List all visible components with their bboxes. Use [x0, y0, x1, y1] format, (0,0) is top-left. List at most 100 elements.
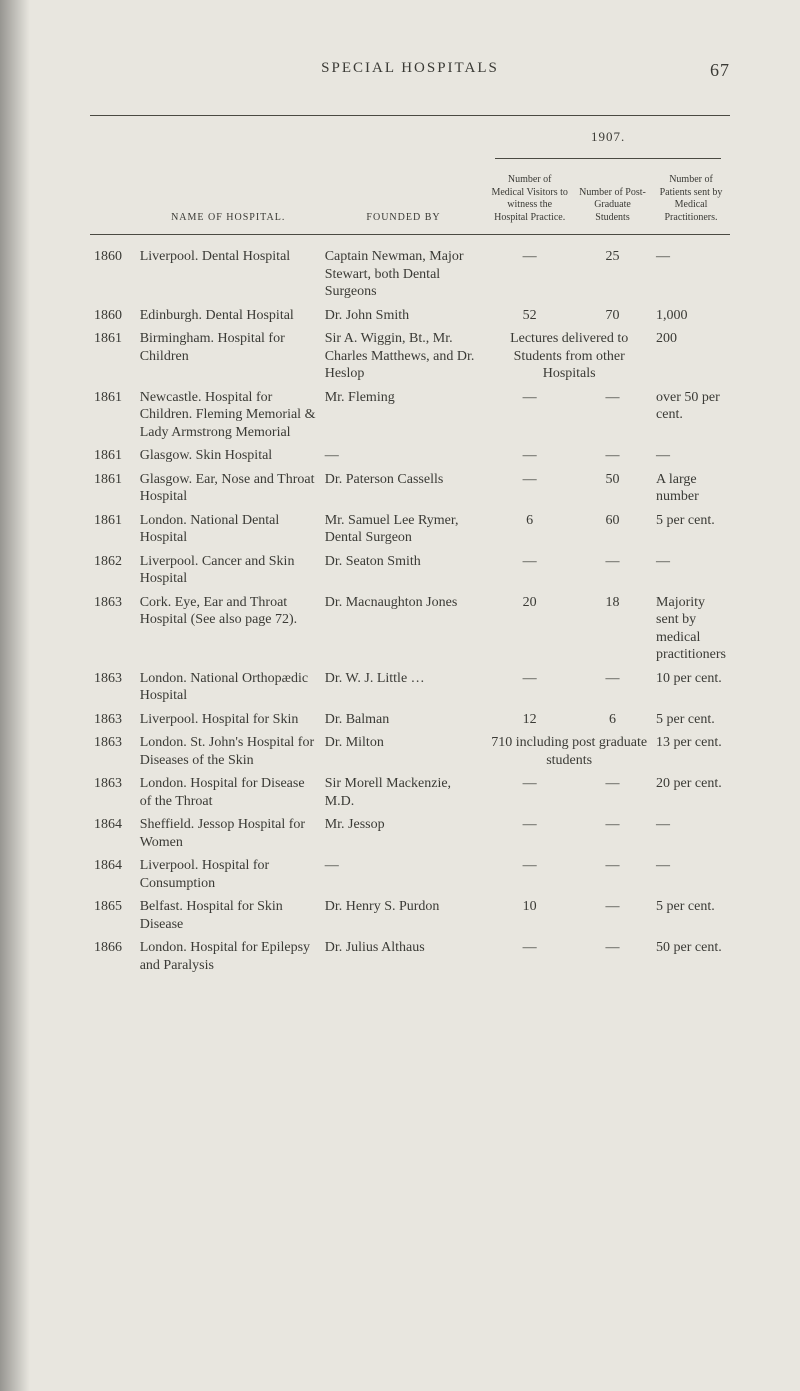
cell-grads: 18 [573, 591, 652, 667]
cell-founded: Sir Morell Mackenzie, M.D. [321, 772, 487, 813]
table-row: 1861Newcastle. Hospital for Children. Fl… [90, 386, 730, 445]
cell-name: Glasgow. Skin Hospital [136, 444, 321, 468]
cell-name: Glasgow. Ear, Nose and Throat Hospital [136, 468, 321, 509]
cell-visitors: — [486, 667, 573, 708]
cell-founded: — [321, 854, 487, 895]
table-row: 1860Liverpool. Dental HospitalCaptain Ne… [90, 245, 730, 304]
header-rule-row [90, 230, 730, 245]
page: SPECIAL HOSPITALS 67 1907. NAME OF HOSPI… [0, 0, 800, 1391]
cell-grads: — [573, 813, 652, 854]
cell-patients: — [652, 813, 730, 854]
cell-patients: Majority sent by medical practitioners [652, 591, 730, 667]
cell-visitors-span: 710 including post graduate students [486, 731, 652, 772]
cell-name: Birmingham. Hospital for Children [136, 327, 321, 386]
table-row: 1866London. Hospital for Epilepsy and Pa… [90, 936, 730, 977]
cell-year: 1864 [90, 854, 136, 895]
cell-visitors: — [486, 468, 573, 509]
cell-founded: Dr. Julius Althaus [321, 936, 487, 977]
table-row: 1864Liverpool. Hospital for Consumption—… [90, 854, 730, 895]
cell-grads: — [573, 936, 652, 977]
cell-grads: — [573, 772, 652, 813]
cell-founded: Dr. Henry S. Purdon [321, 895, 487, 936]
cell-visitors: — [486, 245, 573, 304]
cell-founded: Dr. Paterson Cassells [321, 468, 487, 509]
cell-visitors: 52 [486, 304, 573, 328]
cell-patients: — [652, 854, 730, 895]
cell-grads: 70 [573, 304, 652, 328]
mid-rule [90, 234, 730, 235]
cell-grads: — [573, 854, 652, 895]
cell-patients: over 50 per cent. [652, 386, 730, 445]
col-visitors-head: Number of Medical Visitors to witness th… [486, 171, 573, 230]
cell-patients: 20 per cent. [652, 772, 730, 813]
cell-grads: — [573, 550, 652, 591]
cell-grads: — [573, 444, 652, 468]
table-row: 1864Sheffield. Jessop Hospital for Women… [90, 813, 730, 854]
cell-founded: — [321, 444, 487, 468]
table-row: 1865Belfast. Hospital for Skin DiseaseDr… [90, 895, 730, 936]
cell-name: Cork. Eye, Ear and Throat Hospital (See … [136, 591, 321, 667]
cell-patients: — [652, 245, 730, 304]
header-row-year: 1907. [90, 122, 730, 171]
cell-year: 1863 [90, 772, 136, 813]
col-founded-blank [321, 122, 487, 171]
cell-founded: Dr. Milton [321, 731, 487, 772]
cell-patients: 5 per cent. [652, 509, 730, 550]
table-row: 1861Glasgow. Skin Hospital———— [90, 444, 730, 468]
cell-year: 1863 [90, 667, 136, 708]
cell-visitors: — [486, 444, 573, 468]
col-grads-head: Number of Post-Graduate Students [573, 171, 652, 230]
cell-founded: Dr. John Smith [321, 304, 487, 328]
cell-grads: 6 [573, 708, 652, 732]
col-founded-head: FOUNDED BY [321, 171, 487, 230]
cell-grads: — [573, 386, 652, 445]
gutter-shadow [0, 0, 30, 1391]
cell-founded: Mr. Fleming [321, 386, 487, 445]
cell-grads: 25 [573, 245, 652, 304]
cell-year: 1863 [90, 731, 136, 772]
cell-year: 1861 [90, 386, 136, 445]
cell-name: London. National Dental Hospital [136, 509, 321, 550]
table-row: 1861Glasgow. Ear, Nose and Throat Hospit… [90, 468, 730, 509]
hospital-table: 1907. NAME OF HOSPITAL. FOUNDED BY Numbe… [90, 122, 730, 977]
table-head: 1907. NAME OF HOSPITAL. FOUNDED BY Numbe… [90, 122, 730, 245]
year-header-cell: 1907. [486, 122, 730, 171]
cell-patients: 1,000 [652, 304, 730, 328]
col-year-head [90, 171, 136, 230]
cell-year: 1865 [90, 895, 136, 936]
cell-patients: 13 per cent. [652, 731, 730, 772]
year-header: 1907. [490, 129, 726, 145]
cell-visitors: — [486, 386, 573, 445]
cell-patients: — [652, 444, 730, 468]
cell-grads: — [573, 667, 652, 708]
brace [490, 151, 726, 165]
col-name-blank [136, 122, 321, 171]
table-row: 1863London. St. John's Hospital for Dise… [90, 731, 730, 772]
cell-name: London. Hospital for Epilepsy and Paraly… [136, 936, 321, 977]
table-row: 1860Edinburgh. Dental HospitalDr. John S… [90, 304, 730, 328]
table-row: 1861London. National Dental HospitalMr. … [90, 509, 730, 550]
cell-patients: A large number [652, 468, 730, 509]
cell-founded: Dr. Seaton Smith [321, 550, 487, 591]
cell-founded: Dr. Macnaughton Jones [321, 591, 487, 667]
cell-year: 1861 [90, 509, 136, 550]
running-head: SPECIAL HOSPITALS 67 [90, 60, 730, 77]
cell-founded: Mr. Samuel Lee Rymer, Dental Surgeon [321, 509, 487, 550]
cell-founded: Sir A. Wiggin, Bt., Mr. Charles Matthews… [321, 327, 487, 386]
cell-patients: 10 per cent. [652, 667, 730, 708]
cell-visitors: — [486, 550, 573, 591]
cell-founded: Captain Newman, Major Stewart, both Dent… [321, 245, 487, 304]
cell-visitors-span: Lectures delivered to Students from othe… [486, 327, 652, 386]
cell-patients: 5 per cent. [652, 895, 730, 936]
cell-year: 1861 [90, 468, 136, 509]
cell-year: 1864 [90, 813, 136, 854]
col-patients-head: Number of Patients sent by Medical Pract… [652, 171, 730, 230]
cell-name: Liverpool. Dental Hospital [136, 245, 321, 304]
cell-grads: 50 [573, 468, 652, 509]
table-row: 1861Birmingham. Hospital for ChildrenSir… [90, 327, 730, 386]
header-row-labels: NAME OF HOSPITAL. FOUNDED BY Number of M… [90, 171, 730, 230]
cell-name: London. National Orthopædic Hospital [136, 667, 321, 708]
table-row: 1863London. Hospital for Disease of the … [90, 772, 730, 813]
table-row: 1863London. National Orthopædic Hospital… [90, 667, 730, 708]
cell-name: Liverpool. Cancer and Skin Hospital [136, 550, 321, 591]
